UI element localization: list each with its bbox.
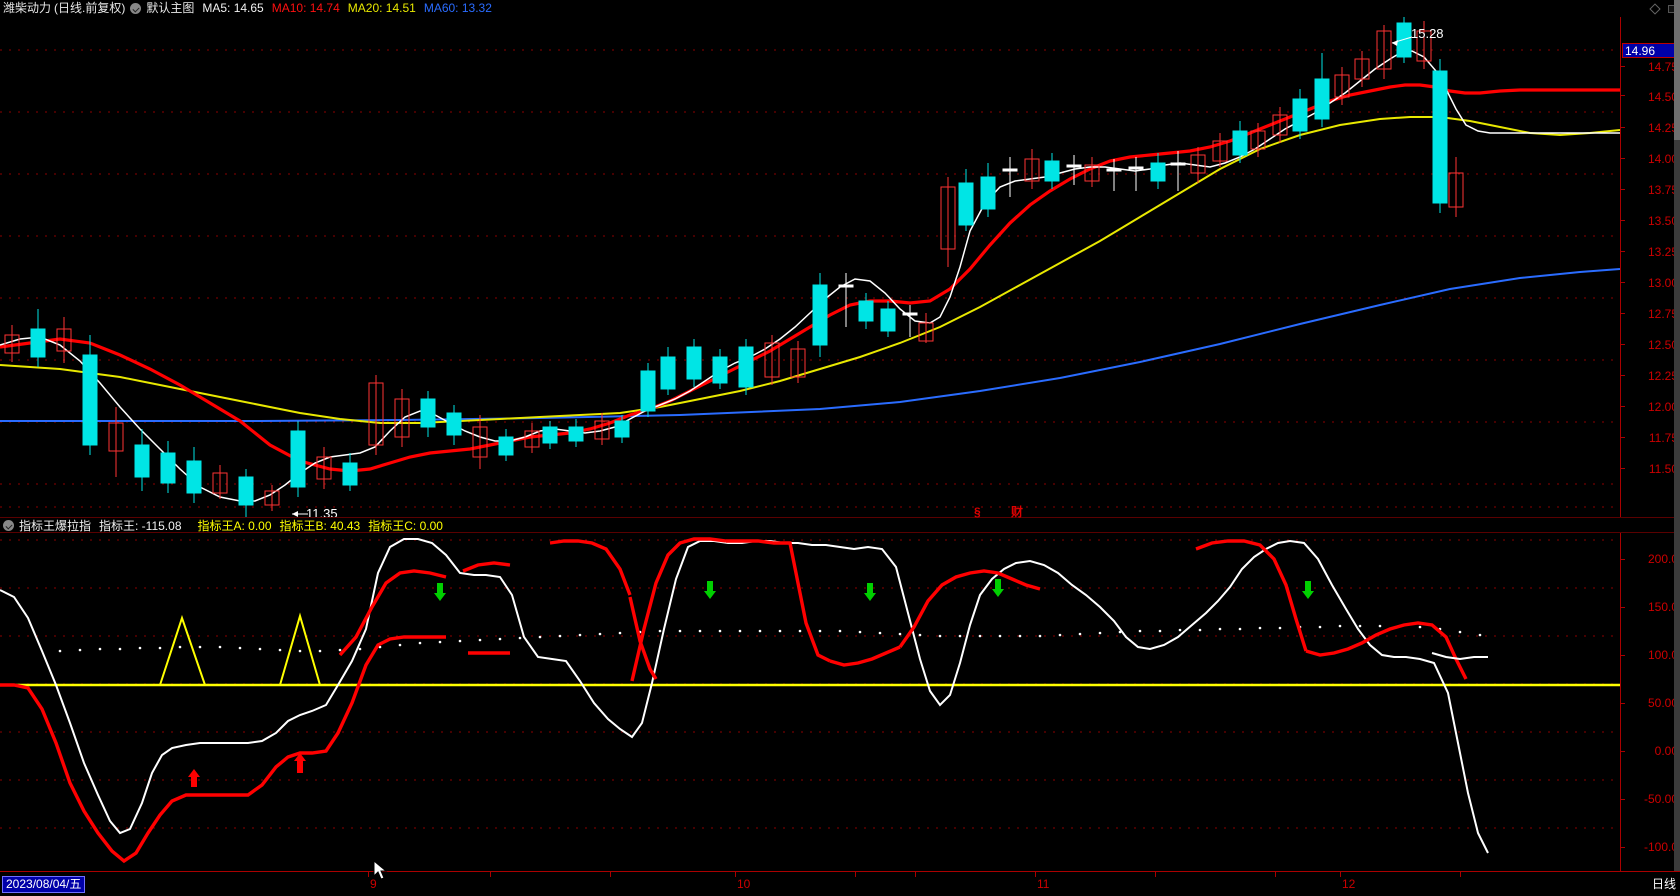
period-label-bottom[interactable]: 日线 <box>1651 877 1676 891</box>
indicator-white-tail <box>1431 652 1488 661</box>
price-axis-label: 14.00 <box>1647 152 1678 166</box>
buy-marker-arrow <box>188 769 200 787</box>
indicator-a-value: 指标王A: 0.00 <box>197 519 272 533</box>
indicator-axis-label: 0.00 <box>1654 744 1678 758</box>
event-marker-1[interactable]: 财 <box>1011 505 1024 519</box>
indicator-axis-label: 100.0 <box>1647 648 1678 662</box>
indicator-red-seg-10 <box>898 569 1041 648</box>
price-chart-svg <box>0 17 1620 517</box>
indicator-red-line <box>0 635 446 864</box>
ma10-line <box>0 83 1620 473</box>
candlestick-series <box>4 17 1464 517</box>
indicator-axis-label: -100.0 <box>1643 840 1678 854</box>
indicator-chart-svg <box>0 537 1620 864</box>
ma60-value: MA60: 13.32 <box>423 1 492 15</box>
price-axis[interactable]: 14.96 14.75 14.50 14.25 14.00 13.75 13.5… <box>1620 17 1680 517</box>
ma5-value: MA5: 14.65 <box>202 1 264 15</box>
scrollbar-thumb[interactable] <box>1674 0 1680 140</box>
ma60-line <box>0 268 1620 422</box>
chevron-down-circle-icon[interactable] <box>130 3 142 14</box>
indicator-white-line <box>0 538 1489 854</box>
price-axis-label: 12.25 <box>1647 369 1678 383</box>
ma10-value: MA10: 14.74 <box>271 1 340 15</box>
indicator-red-seg-12 <box>1305 621 1468 680</box>
price-axis-label: 13.50 <box>1647 214 1678 228</box>
dotted-band <box>58 624 1482 653</box>
event-marker-0[interactable]: § <box>974 505 981 519</box>
price-axis-label: 13.25 <box>1647 245 1678 259</box>
sell-marker-arrow <box>992 579 1004 597</box>
price-axis-label: 12.50 <box>1647 338 1678 352</box>
indicator-main-value: 指标王: -115.08 <box>99 519 182 533</box>
pane-divider-top <box>0 517 1680 518</box>
current-price-badge: 14.96 <box>1622 43 1680 58</box>
indicator-axis-label: -50.00 <box>1643 792 1678 806</box>
yellow-spike-2 <box>279 612 321 686</box>
indicator-red-seg-11 <box>1195 539 1308 652</box>
price-axis-label: 11.75 <box>1648 431 1678 445</box>
date-axis-label: 10 <box>737 877 751 891</box>
indicator-red-seg-9 <box>829 645 901 667</box>
indicator-red-seg-5 <box>549 539 632 596</box>
indicator-axis-label: 200.0 <box>1647 552 1678 566</box>
indicator-c-value: 指标王C: 0.00 <box>368 519 443 533</box>
high-price-label: 15.28 <box>1411 26 1444 41</box>
indicator-name[interactable]: 指标王爆拉指 <box>19 519 92 533</box>
indicator-pane[interactable] <box>0 533 1620 871</box>
date-axis-label: 12 <box>1342 877 1356 891</box>
sell-marker-arrow <box>864 583 876 601</box>
indicator-axis[interactable]: 200.0 150.0 100.0 50.00 0.00 -50.00 -100… <box>1620 533 1680 871</box>
price-axis-label: 13.75 <box>1647 183 1678 197</box>
ma20-line <box>0 116 1620 424</box>
price-axis-label: 13.00 <box>1647 276 1678 290</box>
price-axis-label: 12.75 <box>1647 307 1678 321</box>
stock-name[interactable]: 潍柴动力 <box>3 1 52 15</box>
chart-preset-label[interactable]: 默认主图 <box>146 1 195 15</box>
price-axis-label: 14.75 <box>1647 60 1678 74</box>
price-chart-pane[interactable]: 15.28 11.35 <box>0 17 1620 517</box>
ma20-value: MA20: 14.51 <box>347 1 416 15</box>
indicator-axis-label: 150.0 <box>1647 600 1678 614</box>
diamond-icon[interactable] <box>1649 2 1661 15</box>
header-right-icons <box>1649 0 1676 17</box>
sell-marker-arrow <box>434 583 446 601</box>
yellow-spike-1 <box>159 614 206 686</box>
indicator-red-seg-4 <box>462 561 511 573</box>
indicator-red-seg-7 <box>630 537 727 682</box>
indicator-axis-label: 50.00 <box>1647 696 1678 710</box>
price-axis-label: 12.00 <box>1647 400 1678 414</box>
low-price-label: 11.35 <box>306 506 338 517</box>
indicator-red-seg-8 <box>726 539 831 663</box>
buy-markers <box>188 753 306 787</box>
pane-divider-bottom <box>0 532 1680 533</box>
sell-marker-arrow <box>1302 581 1314 599</box>
price-axis-label: 14.25 <box>1647 121 1678 135</box>
price-axis-label: 14.50 <box>1647 90 1678 104</box>
chart-header: 潍柴动力 (日线.前复权) 默认主图 MA5: 14.65 MA10: 14.7… <box>0 0 1680 17</box>
chevron-down-circle-icon[interactable] <box>3 520 14 531</box>
indicator-red-seg-2 <box>338 569 447 657</box>
buy-marker-arrow <box>294 753 306 773</box>
vertical-scrollbar[interactable] <box>1674 0 1680 871</box>
indicator-b-value: 指标王B: 40.43 <box>279 519 361 533</box>
sell-markers <box>434 579 1314 601</box>
date-axis-label: 11 <box>1037 877 1050 891</box>
sell-marker-arrow <box>704 581 716 599</box>
date-axis-label: 9 <box>370 877 377 891</box>
indicator-red-seg-6 <box>628 596 658 680</box>
date-axis[interactable]: 2023/08/04/五 9 10 11 12 日线 <box>0 871 1680 896</box>
selected-date-badge: 2023/08/04/五 <box>2 876 86 893</box>
indicator-header: 指标王爆拉指 指标王: -115.08 指标王A: 0.00 指标王B: 40.… <box>0 518 1620 533</box>
period-label: (日线.前复权) <box>54 1 126 15</box>
price-axis-label: 11.50 <box>1648 462 1678 476</box>
price-gridlines <box>0 49 1620 508</box>
